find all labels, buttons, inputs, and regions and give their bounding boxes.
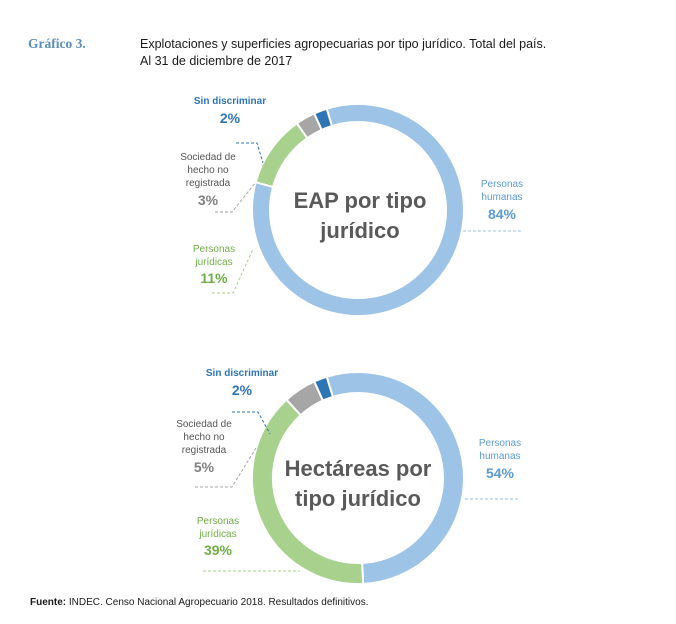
center-title-line1: EAP por tipo [293,188,427,213]
label-juridicas-line1: Personas [192,244,236,255]
label-sin-pct: 2% [219,110,241,126]
slice-sin-discriminar [312,375,335,402]
label-sociedad-ha: Sociedad de hecho no registrada 5% [164,418,244,474]
label-juridicas-line1: Personas [196,516,240,527]
label-sociedad-pct: 5% [193,459,215,475]
slice-personas-juridicas [254,121,309,189]
label-humanas-pct: 84% [487,206,517,222]
center-title-line2: tipo jurídico [295,486,421,511]
leader-sin-discriminar [236,142,264,164]
label-juridicas-ha: Personas jurídicas 39% [178,515,258,557]
chart-title: Explotaciones y superficies agropecuaria… [140,36,546,70]
label-juridicas-line2: jurídicas [195,257,233,268]
label-sin-discriminar-eap: Sin discriminar 2% [190,95,270,125]
source-label: Fuente: [30,597,67,608]
source-text: INDEC. Censo Nacional Agropecuario 2018.… [66,597,369,608]
label-juridicas-line2: jurídicas [199,529,237,540]
leader-sociedad [195,447,257,488]
label-humanas-line2: humanas [479,451,521,462]
label-sin-discriminar-ha: Sin discriminar 2% [202,367,282,397]
label-humanas-line1: Personas [480,179,524,190]
label-humanas-line2: humanas [481,192,523,203]
center-title-line1: Hectáreas por [284,456,432,481]
label-sociedad-line3: registrada [185,178,231,189]
leader-sin-discriminar [232,411,271,435]
donut-chart-eap [212,103,522,317]
slice-sin-discriminar [312,107,334,132]
leader-juridicas [212,248,254,294]
label-sociedad-pct: 3% [197,192,219,208]
center-title-line2: jurídico [320,218,400,243]
center-title-hectareas: Hectáreas por tipo jurídico [268,454,448,514]
source-note: Fuente: INDEC. Censo Nacional Agropecuar… [30,597,369,608]
donut-chart-hectareas [195,371,520,585]
label-sociedad-line1: Sociedad de [180,152,236,163]
chart-number: Gráfico 3. [28,36,86,51]
label-sin-pct: 2% [231,382,253,398]
slice-personas-humanas [251,103,465,317]
label-sociedad-line1: Sociedad de [176,419,232,430]
leader-sociedad [215,181,257,213]
label-juridicas-eap: Personas jurídicas 11% [174,243,254,285]
label-sociedad-line2: hecho no [183,432,225,443]
center-title-eap: EAP por tipo jurídico [270,186,450,246]
label-juridicas-pct: 11% [200,270,228,286]
chart-title-line1: Explotaciones y superficies agropecuaria… [140,37,547,51]
label-sociedad-line2: hecho no [187,165,229,176]
label-humanas-eap: Personas humanas 84% [462,178,542,221]
label-humanas-line1: Personas [478,438,522,449]
chart-title-line2: Al 31 de diciembre de 2017 [140,54,293,68]
label-sin-text: Sin discriminar [193,96,267,107]
label-sin-text: Sin discriminar [205,368,279,379]
label-juridicas-pct: 39% [203,542,233,558]
label-sociedad-line3: registrada [181,445,227,456]
label-humanas-ha: Personas humanas 54% [460,437,540,480]
label-humanas-pct: 54% [485,465,515,481]
label-sociedad-eap: Sociedad de hecho no registrada 3% [168,151,248,207]
